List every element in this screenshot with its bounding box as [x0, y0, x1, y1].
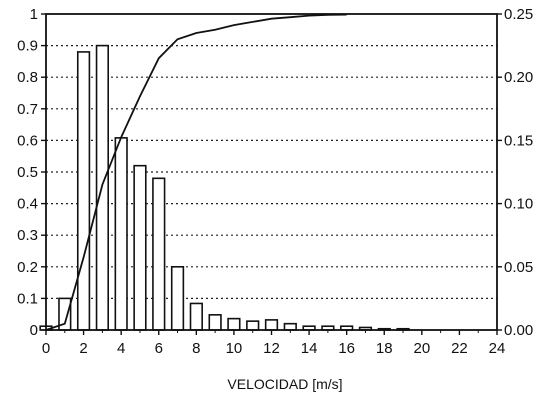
- y-left-tick-label: 0.1: [17, 290, 38, 307]
- x-axis-title: VELOCIDAD [m/s]: [227, 376, 342, 392]
- y-left-tick-label: 1: [30, 6, 38, 23]
- x-tick-label: 22: [451, 340, 468, 357]
- y-right-tick-label: 0.25: [504, 6, 533, 23]
- y-right-tick-label: 0.05: [504, 259, 533, 276]
- y-left-tick-label: 0.3: [17, 227, 38, 244]
- histogram-bar: [133, 164, 147, 331]
- x-tick-label: 2: [79, 340, 87, 357]
- x-tick-label: 12: [263, 340, 280, 357]
- histogram-bar: [152, 177, 166, 331]
- histogram-bar: [114, 137, 128, 331]
- x-tick-label: 14: [301, 340, 318, 357]
- histogram-bar: [227, 317, 241, 331]
- histogram-bar: [264, 319, 279, 331]
- y-left-tick-label: 0.4: [17, 196, 38, 213]
- y-left-tick-label: 0.9: [17, 38, 38, 55]
- histogram-bars: [39, 44, 410, 331]
- histogram-bar: [208, 314, 222, 331]
- y-right-tick-label: 0.00: [504, 322, 533, 339]
- y-left-tick-label: 0: [30, 322, 38, 339]
- cumulative-line: [45, 13, 347, 331]
- y-left-tick-label: 0.7: [17, 101, 38, 118]
- x-tick-label: 8: [192, 340, 200, 357]
- x-tick-label: 4: [117, 340, 125, 357]
- y-right-tick-label: 0.15: [504, 132, 533, 149]
- y-left-tick-label: 0.6: [17, 132, 38, 149]
- x-tick-label: 20: [413, 340, 430, 357]
- cumulative-line-layer: [45, 13, 347, 331]
- x-tick-label: 6: [155, 340, 163, 357]
- axes: [41, 13, 502, 335]
- y-left-tick-label: 0.2: [17, 259, 38, 276]
- histogram-bar: [76, 51, 91, 331]
- x-tick-label: 0: [42, 340, 50, 357]
- tick-labels: 0 2 4 6 8 10 12 14 16 18 20 22 2400.10.20.30.40.50.6…: [17, 6, 533, 357]
- histogram-bar: [170, 265, 185, 331]
- histogram-bar: [283, 322, 297, 331]
- x-tick-label: 18: [376, 340, 393, 357]
- x-tick-label: 16: [338, 340, 355, 357]
- x-tick-label: 10: [226, 340, 243, 357]
- grid-lines: [46, 44, 497, 299]
- y-left-tick-label: 0.8: [17, 69, 38, 86]
- y-left-tick-label: 0.5: [17, 164, 38, 181]
- histogram-bar: [189, 302, 203, 331]
- x-tick-label: 24: [489, 340, 506, 357]
- y-right-tick-label: 0.20: [504, 69, 533, 86]
- histogram-bar: [246, 320, 260, 331]
- y-right-tick-label: 0.10: [504, 196, 533, 213]
